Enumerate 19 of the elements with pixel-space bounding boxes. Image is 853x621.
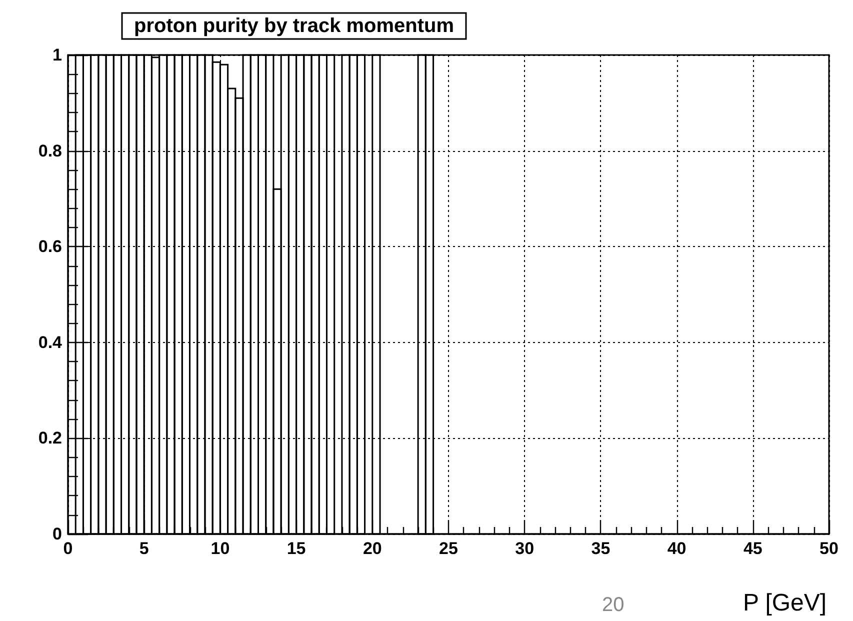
text: 20 xyxy=(602,594,624,616)
x-axis-title: P [GeV] xyxy=(742,590,827,616)
y-tick-label: 0.6 xyxy=(38,237,62,256)
x-tick-label: 40 xyxy=(667,539,686,558)
y-tick-label: 0.4 xyxy=(38,332,63,352)
x-tick-label: 35 xyxy=(591,539,610,558)
x-tick-label: 25 xyxy=(439,539,458,558)
x-tick-label: 5 xyxy=(139,539,149,558)
y-tick-label: 0 xyxy=(52,524,62,544)
x-tick-label: 10 xyxy=(210,539,230,558)
x-tick-label: 20 xyxy=(362,539,382,558)
chart-title: proton purity by track momentum xyxy=(134,15,454,37)
x-tick-label: 45 xyxy=(743,539,762,558)
x-tick-label: 30 xyxy=(515,539,534,558)
y-tick-label: 1 xyxy=(52,46,62,64)
x-tick-label: 50 xyxy=(820,539,838,558)
x-tick-label: 15 xyxy=(286,539,306,558)
y-tick-label: 0.2 xyxy=(38,428,62,448)
y-tick-label: 0.8 xyxy=(38,141,62,160)
